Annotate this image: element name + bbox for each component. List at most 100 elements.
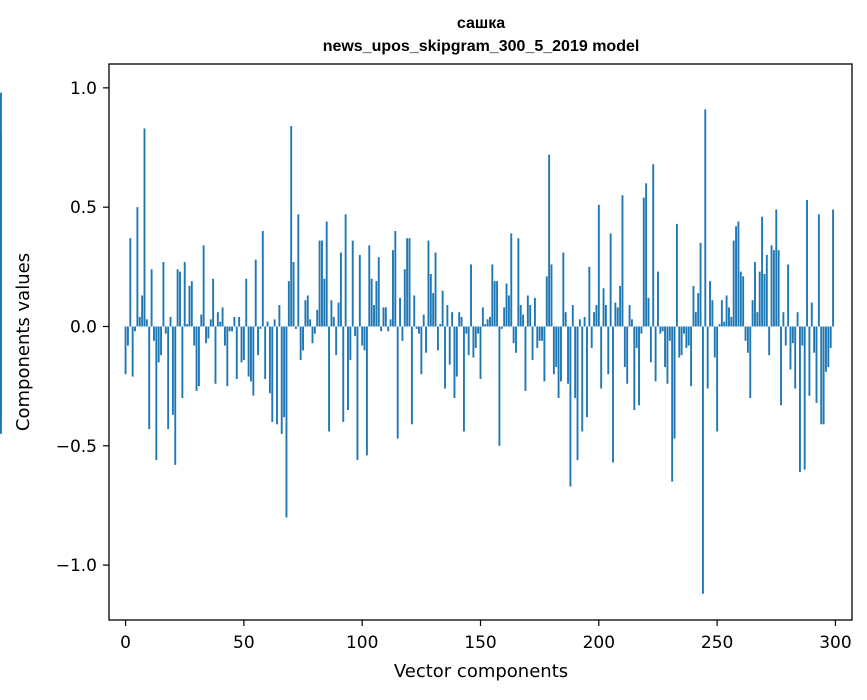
bar-86 — [328, 326, 330, 432]
bar-125 — [420, 326, 423, 375]
bar-221 — [647, 297, 650, 327]
bar-135 — [444, 326, 446, 389]
bar-290 — [810, 302, 813, 327]
bar-287 — [803, 326, 806, 470]
bar-222 — [649, 326, 652, 363]
bar-136 — [446, 305, 449, 327]
bar-166 — [517, 238, 520, 327]
bar-157 — [496, 281, 499, 327]
bar-284 — [796, 312, 799, 327]
bar-268 — [758, 271, 761, 327]
bar-281 — [789, 326, 792, 370]
bar-54 — [252, 326, 255, 396]
y-tick-label: −0.5 — [56, 437, 97, 457]
bar-198 — [593, 312, 596, 327]
bar-170 — [526, 295, 529, 327]
bar-193 — [581, 326, 584, 432]
bar-165 — [515, 326, 517, 353]
bar-118 — [403, 269, 406, 327]
bar-90 — [337, 302, 340, 327]
bar-117 — [401, 326, 404, 341]
bar-115 — [396, 326, 399, 439]
bar-215 — [633, 326, 636, 411]
bar-70 — [290, 126, 293, 327]
bar-229 — [666, 326, 669, 384]
bar-48 — [238, 316, 241, 327]
bar-252 — [720, 300, 723, 327]
y-axis-ticks: −1.0 −0.5 0.0 0.5 1.0 — [56, 79, 109, 576]
bar-56 — [257, 326, 260, 356]
bar-112 — [389, 319, 392, 327]
bar-150 — [479, 326, 482, 379]
bar-249 — [713, 326, 716, 358]
bar-65 — [278, 305, 281, 327]
bar-297 — [827, 326, 830, 368]
bar-177 — [543, 326, 546, 382]
bar-50 — [242, 326, 245, 360]
bar-194 — [583, 316, 586, 327]
bar-145 — [467, 326, 470, 356]
bar-122 — [413, 295, 416, 327]
bar-93 — [344, 214, 347, 327]
bar-62 — [271, 326, 274, 422]
bar-111 — [387, 326, 390, 332]
x-tick-label: 200 — [583, 633, 615, 653]
bar-289 — [808, 326, 811, 396]
x-tick-label: 150 — [464, 633, 496, 653]
bar-195 — [586, 326, 588, 418]
bar-146 — [470, 264, 472, 327]
bar-38 — [214, 326, 217, 384]
bar-100 — [361, 326, 364, 346]
chart-title: сашка — [457, 15, 505, 32]
bar-0 — [124, 326, 127, 375]
bar-190 — [574, 326, 577, 399]
bar-5 — [136, 207, 139, 327]
bar-116 — [399, 297, 401, 327]
bar-121 — [410, 326, 413, 425]
bar-264 — [749, 326, 752, 399]
bar-216 — [635, 326, 638, 348]
bar-32 — [200, 314, 203, 327]
bar-226 — [659, 326, 662, 334]
bar-47 — [235, 326, 238, 379]
bar-67 — [283, 326, 286, 418]
bar-87 — [330, 300, 333, 327]
bar-283 — [794, 326, 797, 389]
bar-26 — [186, 324, 189, 327]
bar-255 — [728, 307, 730, 327]
bar-39 — [216, 312, 219, 327]
bar-299 — [832, 209, 835, 327]
bar-84 — [323, 278, 326, 327]
bar-162 — [507, 295, 510, 327]
bar-94 — [347, 326, 349, 411]
bar-237 — [685, 326, 688, 348]
bar-169 — [524, 326, 527, 391]
bar-220 — [645, 183, 648, 327]
bar-182 — [555, 326, 558, 368]
bar-243 — [699, 242, 702, 327]
bar-227 — [661, 326, 664, 332]
bar-83 — [321, 240, 323, 327]
bar-251 — [718, 324, 721, 327]
bar-186 — [564, 312, 567, 327]
bar-191 — [576, 326, 579, 461]
bar-279 — [784, 326, 787, 346]
bar-204 — [607, 326, 610, 375]
bar-114 — [394, 231, 397, 327]
bar-161 — [505, 283, 508, 327]
bar-64 — [276, 326, 278, 425]
bar-58 — [261, 231, 264, 327]
bar-74 — [299, 326, 302, 360]
bar-232 — [673, 326, 676, 439]
bar-120 — [408, 238, 411, 327]
bar-11 — [150, 269, 153, 327]
bar-230 — [668, 326, 671, 341]
bar-21 — [174, 326, 177, 465]
bar-85 — [325, 221, 328, 327]
bar-113 — [392, 250, 394, 327]
bar-124 — [418, 326, 420, 334]
bar-99 — [358, 254, 361, 327]
bar-71 — [292, 262, 295, 327]
bar-228 — [664, 326, 667, 368]
